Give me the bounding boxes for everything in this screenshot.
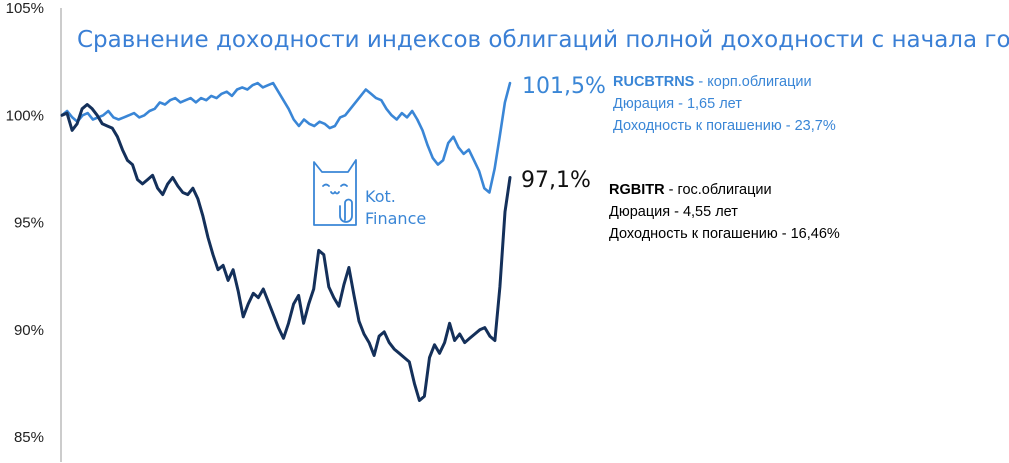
y-tick-label: 95% [14, 215, 44, 232]
rgbitr-end-label: 97,1% [521, 168, 591, 193]
legend-rucbtrns: RUCBTRNS - корп.облигации Дюрация - 1,65… [613, 74, 836, 134]
chart-title: Сравнение доходности индексов облигаций … [77, 27, 1009, 53]
legend-rgbitr-type: - гос.облигации [665, 182, 772, 198]
legend-rgbitr-name: RGBITR [609, 182, 665, 198]
logo-text-finance: Finance [365, 209, 426, 228]
series-line-rucbtrns [60, 81, 512, 194]
legend-rucbtrns-name: RUCBTRNS [613, 74, 695, 90]
y-tick-label: 105% [6, 0, 44, 17]
legend-rgbitr-duration: Дюрация - 4,55 лет [609, 204, 738, 220]
rucbtrns-end-label: 101,5% [522, 74, 606, 99]
y-tick-label: 100% [6, 107, 44, 124]
series-line-rgbitr [60, 103, 512, 402]
legend-rgbitr: RGBITR - гос.облигации Дюрация - 4,55 ле… [609, 182, 840, 242]
legend-rucbtrns-duration: Дюрация - 1,65 лет [613, 96, 742, 112]
y-axis: 85% 90% 95% 100% 105% [6, 0, 44, 446]
kot-finance-logo: Kot. Finance [313, 159, 426, 228]
legend-rucbtrns-type: - корп.облигации [694, 74, 811, 90]
series-lines [60, 81, 512, 402]
logo-text-kot: Kot. [365, 187, 396, 206]
y-tick-label: 85% [14, 429, 44, 446]
y-tick-label: 90% [14, 322, 44, 339]
cat-logo-icon [313, 159, 357, 226]
legend-rgbitr-yield: Доходность к погашению - 16,46% [609, 226, 840, 242]
legend-rucbtrns-title: RUCBTRNS - корп.облигации [613, 74, 812, 90]
legend-rucbtrns-yield: Доходность к погашению - 23,7% [613, 118, 836, 134]
legend-rgbitr-title: RGBITR - гос.облигации [609, 182, 772, 198]
